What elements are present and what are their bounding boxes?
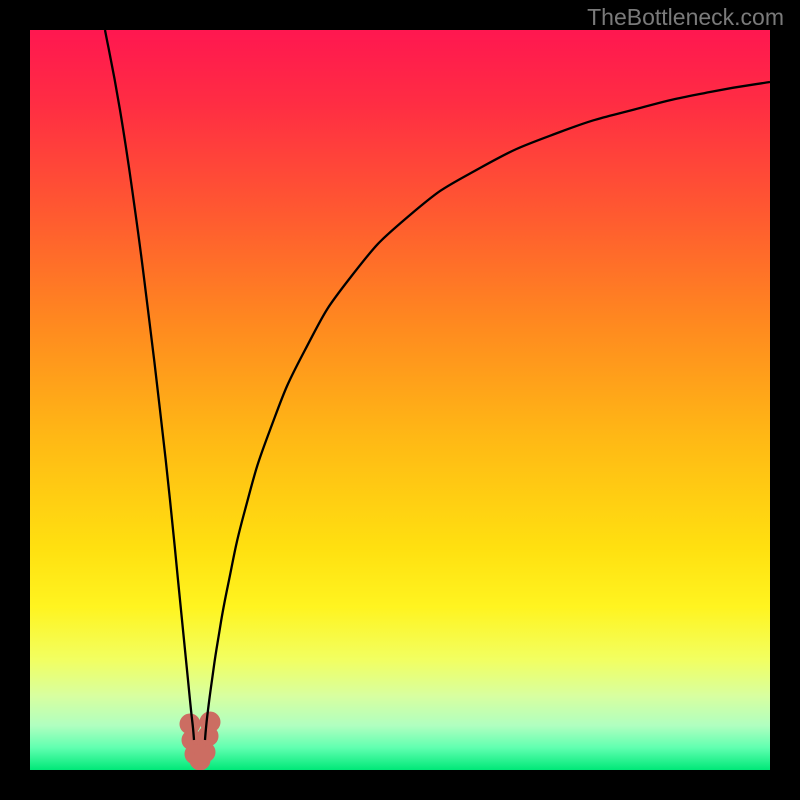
watermark-label: TheBottleneck.com [587,4,784,31]
bottleneck-marker [200,712,220,732]
gradient-background [30,30,770,770]
plot-svg [30,30,770,770]
plot-area [30,30,770,770]
chart-container: TheBottleneck.com [0,0,800,800]
